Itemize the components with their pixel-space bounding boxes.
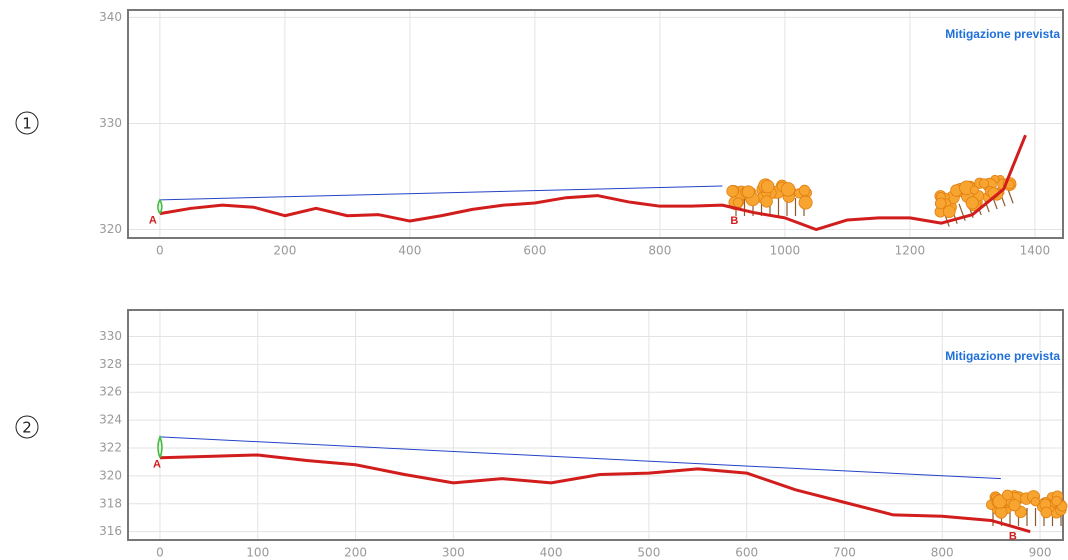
y-tick-label: 318 [99,496,122,510]
x-tick-label: 400 [540,546,563,560]
tree-leaf [1041,507,1052,518]
sight-line [160,186,723,200]
y-tick-label: 328 [99,357,122,371]
x-tick-label: 100 [246,546,269,560]
point-label: B [1009,530,1017,542]
x-tick-label: 600 [735,546,758,560]
y-tick-label: 320 [99,222,122,236]
y-tick-label: 324 [99,413,122,427]
x-tick-label: 400 [398,244,421,258]
x-tick-label: 800 [931,546,954,560]
x-tick-label: 900 [1029,546,1052,560]
tree-leaf [1002,490,1012,500]
tree-leaf [1031,497,1040,506]
plot-frame [128,10,1063,238]
y-tick-label: 320 [99,468,122,482]
x-tick-label: 1400 [1020,244,1051,258]
plot-frame [128,310,1063,540]
x-tick-label: 0 [156,244,164,258]
terrain-profile [160,135,1026,229]
tree-leaf [1052,496,1061,505]
x-tick-label: 200 [344,546,367,560]
y-tick-label: 330 [99,329,122,343]
point-label: A [149,215,157,227]
tree-leaf [1009,499,1020,510]
point-label: A [153,459,161,471]
x-tick-label: 700 [833,546,856,560]
annotation: Mitigazione prevista [945,27,1060,41]
terrain-profile [160,455,1030,532]
y-tick-label: 316 [99,524,122,538]
x-tick-label: 800 [648,244,671,258]
annotation: Mitigazione prevista [945,349,1060,363]
tree-leaf [761,196,773,208]
tree-leaf [733,198,742,207]
x-tick-label: 200 [273,244,296,258]
tree-leaf [742,186,754,198]
tree-icon [986,490,1067,526]
x-tick-label: 500 [637,546,660,560]
x-tick-label: 1000 [770,244,801,258]
tree-leaf [781,182,795,196]
y-tick-label: 340 [99,10,122,24]
tree-leaf [799,185,810,196]
x-tick-label: 0 [156,546,164,560]
panel-label: 1 [22,115,32,133]
panel-label: 2 [22,419,32,437]
point-label: B [730,215,738,227]
tree-leaf [727,185,739,197]
tree-leaf [761,180,774,193]
x-tick-label: 300 [442,546,465,560]
y-tick-label: 330 [99,116,122,130]
y-tick-label: 326 [99,385,122,399]
page: 1 2 3203303400200400600800100012001400Mi… [0,0,1068,560]
y-tick-label: 322 [99,441,122,455]
x-tick-label: 600 [523,244,546,258]
x-tick-label: 1200 [895,244,926,258]
tree-leaf [799,196,812,209]
